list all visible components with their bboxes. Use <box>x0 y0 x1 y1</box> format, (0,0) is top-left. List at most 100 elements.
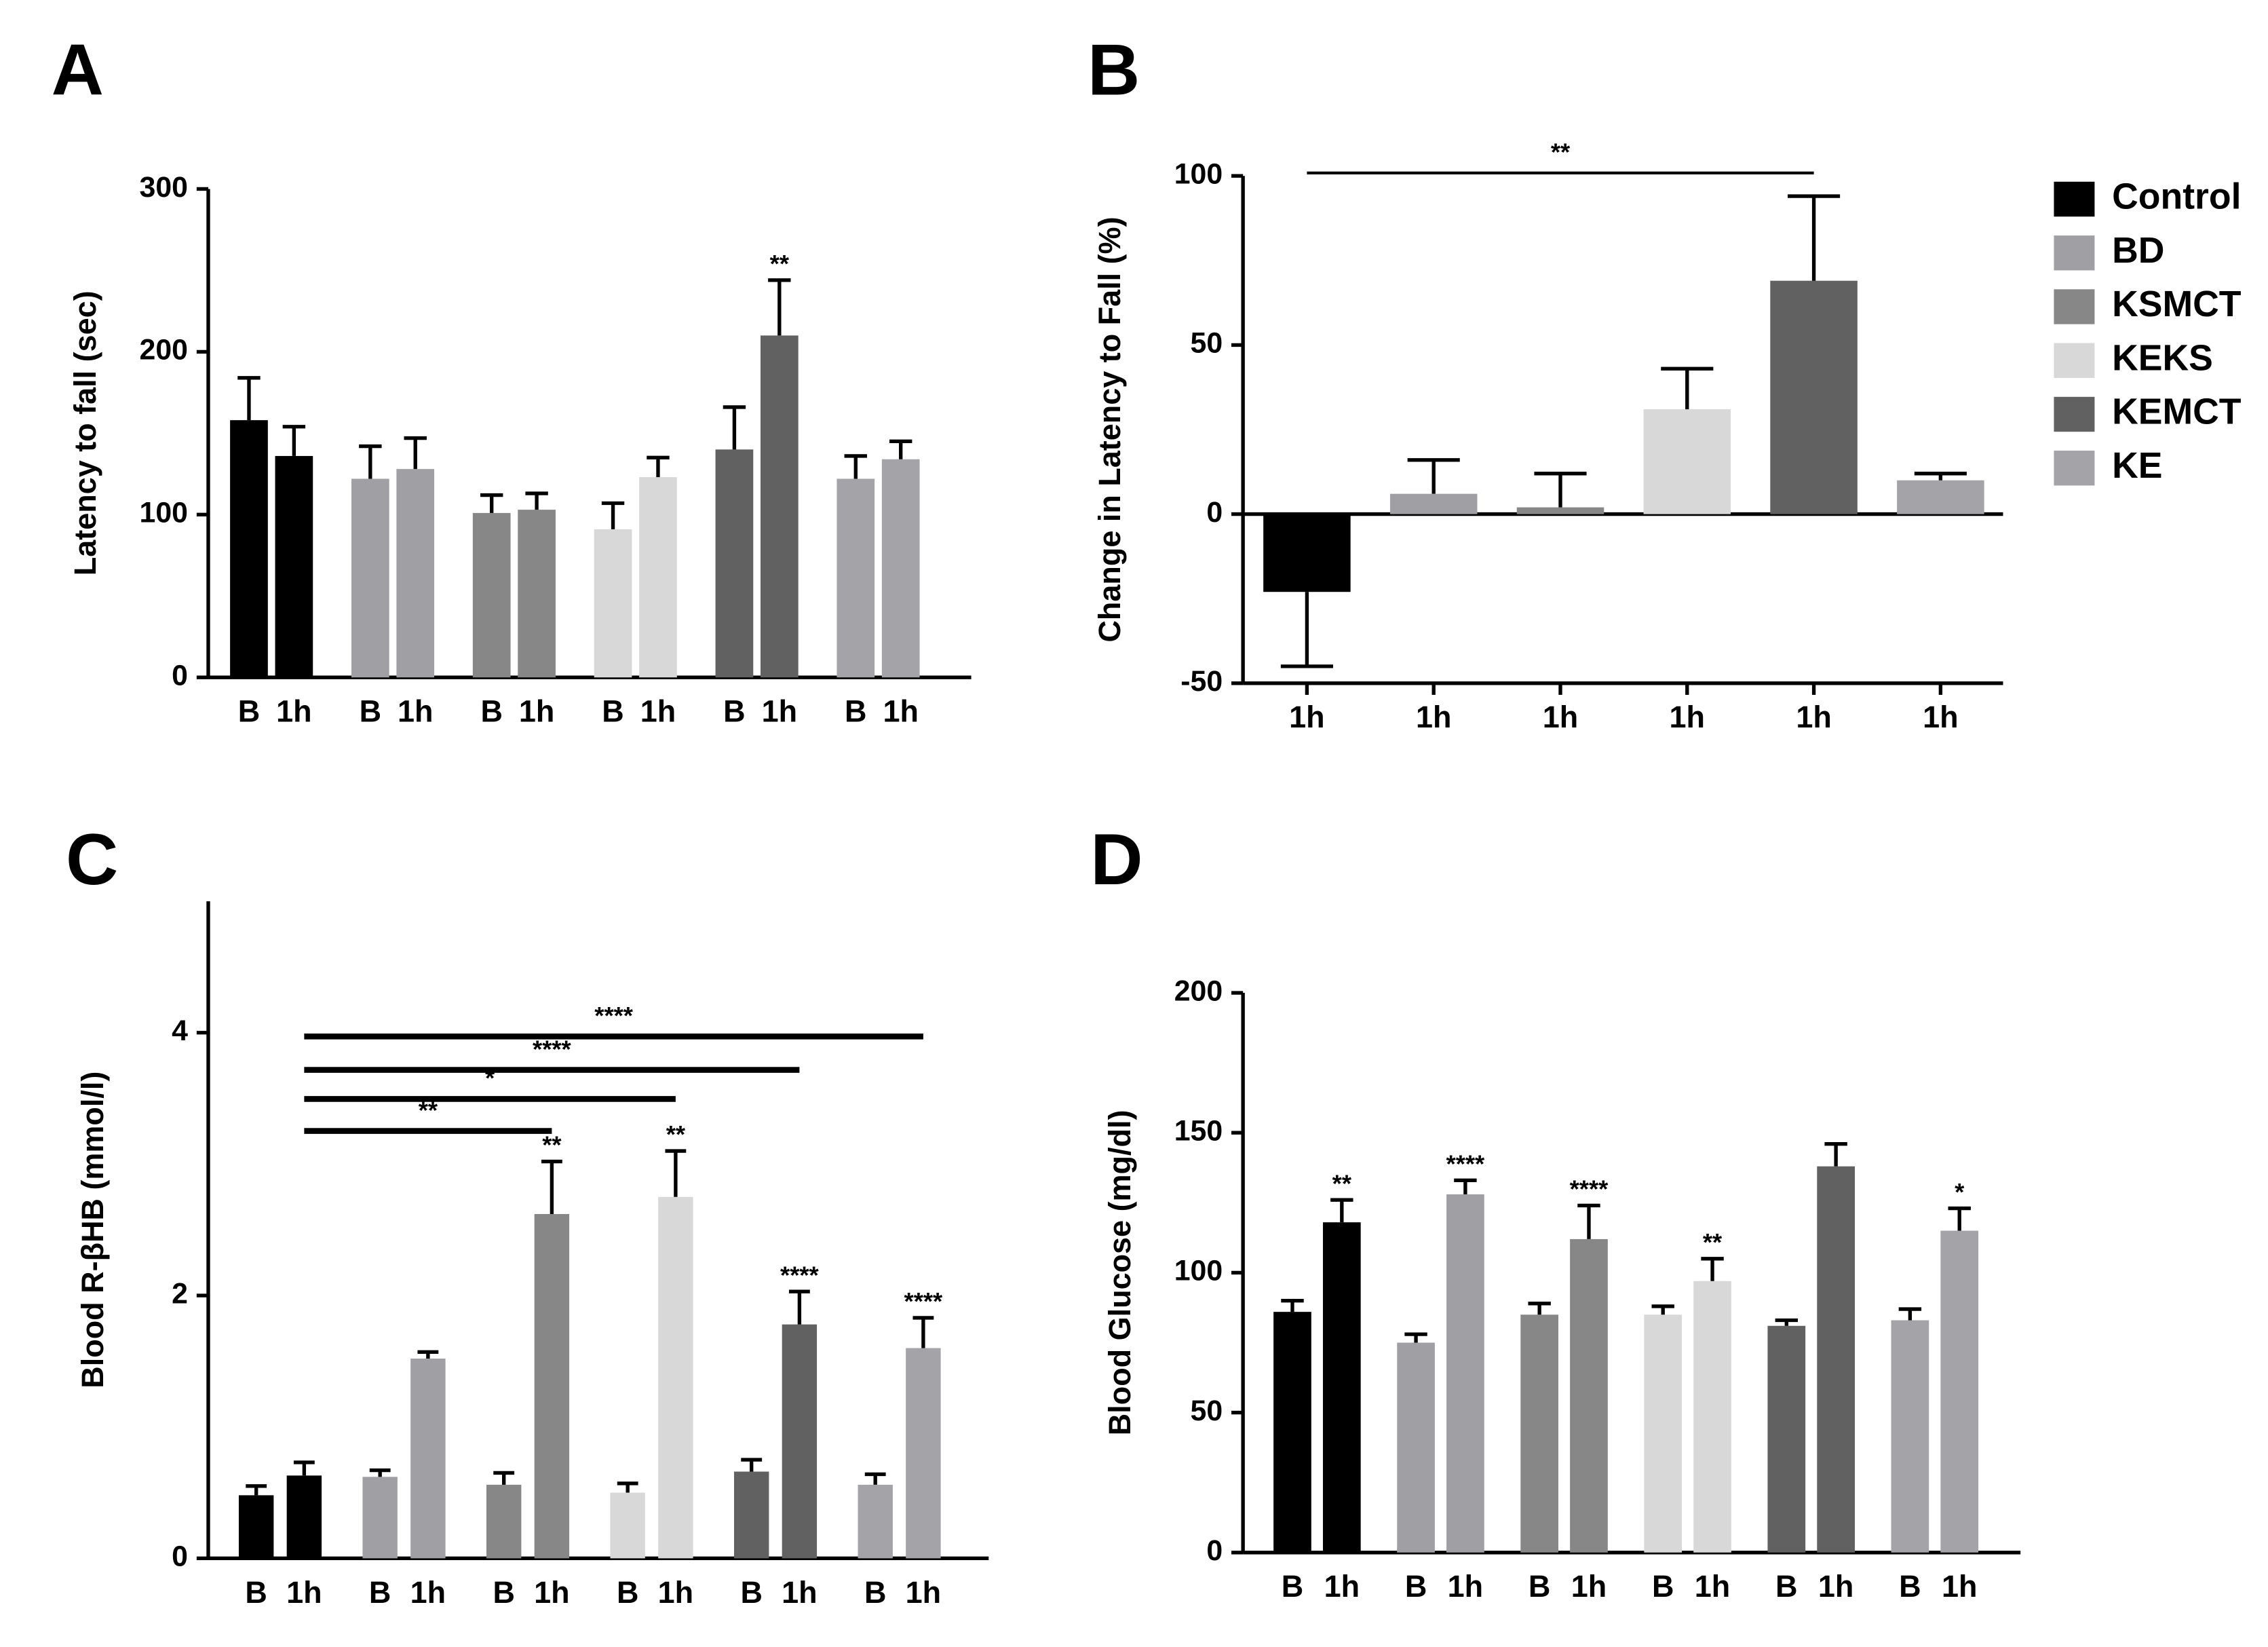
legend-label: BD <box>2112 231 2164 271</box>
bar <box>1389 493 1478 514</box>
legend-label: KSMCT <box>2112 284 2242 324</box>
bar <box>760 335 799 678</box>
bar <box>1817 1166 1855 1553</box>
legend-swatch <box>2054 343 2095 378</box>
y-tick-label: 0 <box>172 660 188 692</box>
bar <box>658 1196 693 1559</box>
significance-label: ** <box>542 1131 562 1159</box>
x-tick-label: B <box>845 694 866 729</box>
legend-swatch <box>2054 235 2095 271</box>
bracket-label: **** <box>533 1035 572 1063</box>
bar <box>1273 1312 1311 1553</box>
legend-swatch <box>2054 451 2095 486</box>
x-tick-label: 1h <box>1923 700 1958 734</box>
bar <box>1693 1281 1731 1553</box>
y-tick-label: 0 <box>1206 496 1223 529</box>
bar <box>275 455 313 678</box>
bar <box>782 1324 818 1559</box>
bar <box>858 1484 893 1559</box>
x-tick-label: B <box>238 694 260 729</box>
legend-label: KEKS <box>2112 338 2213 378</box>
x-tick-label: B <box>740 1575 762 1610</box>
significance-label: ** <box>1332 1169 1352 1197</box>
x-tick-label: 1h <box>1571 1569 1607 1604</box>
x-tick-label: 1h <box>1818 1569 1853 1604</box>
bar <box>1397 1342 1435 1553</box>
x-tick-label: 1h <box>519 694 554 729</box>
bar <box>1570 1238 1608 1553</box>
panel-letter: A <box>52 29 104 111</box>
significance-label: **** <box>904 1287 944 1315</box>
significance-label: ** <box>1703 1228 1723 1256</box>
bar <box>362 1477 398 1559</box>
y-axis-title: Blood R-βHB (mmol/l) <box>75 1072 110 1388</box>
bar <box>1643 409 1731 514</box>
x-tick-label: 1h <box>286 1575 322 1610</box>
bar <box>238 1495 274 1559</box>
x-tick-label: B <box>245 1575 267 1610</box>
bar <box>472 512 511 678</box>
y-axis-title: Blood Glucose (mg/dl) <box>1102 1110 1137 1436</box>
y-tick-label: 0 <box>1206 1534 1223 1567</box>
x-tick-label: 1h <box>1796 700 1831 734</box>
x-tick-label: 1h <box>1324 1569 1360 1604</box>
y-tick-label: 200 <box>140 334 188 366</box>
x-tick-label: 1h <box>1695 1569 1730 1604</box>
panel-letter: D <box>1090 818 1142 900</box>
y-axis-title: Latency to fall (sec) <box>68 290 102 575</box>
x-tick-label: 1h <box>658 1575 693 1610</box>
x-tick-label: 1h <box>883 694 918 729</box>
bar <box>1516 507 1604 514</box>
y-tick-label: 50 <box>1191 327 1223 360</box>
significance-label: **** <box>1570 1175 1609 1203</box>
x-tick-label: 1h <box>906 1575 941 1610</box>
bar <box>1940 1230 1979 1553</box>
x-tick-label: B <box>723 694 745 729</box>
x-tick-label: B <box>360 694 381 729</box>
bar <box>837 478 875 678</box>
x-tick-label: B <box>602 694 623 729</box>
x-tick-label: 1h <box>276 694 311 729</box>
y-tick-label: 100 <box>140 497 188 529</box>
y-tick-label: 150 <box>1174 1115 1223 1148</box>
bar <box>230 420 268 678</box>
bar <box>1263 514 1351 592</box>
x-tick-label: B <box>1652 1569 1674 1604</box>
x-tick-label: B <box>480 694 502 729</box>
x-tick-label: 1h <box>782 1575 817 1610</box>
bar <box>534 1213 570 1559</box>
legend-swatch <box>2054 181 2095 217</box>
significance-label: **** <box>1446 1150 1486 1178</box>
bar <box>1644 1314 1683 1553</box>
x-tick-label: 1h <box>410 1575 446 1610</box>
x-tick-label: B <box>864 1575 886 1610</box>
x-tick-label: 1h <box>1289 700 1324 734</box>
bar <box>1897 480 1984 514</box>
x-tick-label: B <box>493 1575 514 1610</box>
bracket-label: ** <box>1551 138 1571 166</box>
legend-swatch <box>2054 396 2095 432</box>
bar <box>1322 1222 1361 1553</box>
y-tick-label: -50 <box>1180 665 1223 698</box>
legend-label: KEMCT <box>2112 392 2242 432</box>
x-tick-label: B <box>1405 1569 1427 1604</box>
y-tick-label: 200 <box>1174 974 1223 1007</box>
legend-label: Control <box>2112 177 2241 217</box>
y-tick-label: 2 <box>172 1277 188 1310</box>
x-tick-label: B <box>1899 1569 1921 1604</box>
panel-letter: B <box>1088 29 1140 111</box>
bar <box>881 459 920 678</box>
y-tick-label: 100 <box>1174 158 1223 191</box>
x-tick-label: B <box>369 1575 391 1610</box>
bar <box>286 1475 322 1559</box>
significance-label: **** <box>780 1261 820 1289</box>
legend-label: KE <box>2112 446 2162 486</box>
x-tick-label: 1h <box>398 694 433 729</box>
x-tick-label: 1h <box>1942 1569 1977 1604</box>
legend-swatch <box>2054 289 2095 324</box>
bar <box>639 477 677 678</box>
y-tick-label: 4 <box>172 1015 188 1047</box>
bar <box>1446 1194 1484 1553</box>
bar <box>906 1348 941 1559</box>
x-tick-label: B <box>1775 1569 1797 1604</box>
